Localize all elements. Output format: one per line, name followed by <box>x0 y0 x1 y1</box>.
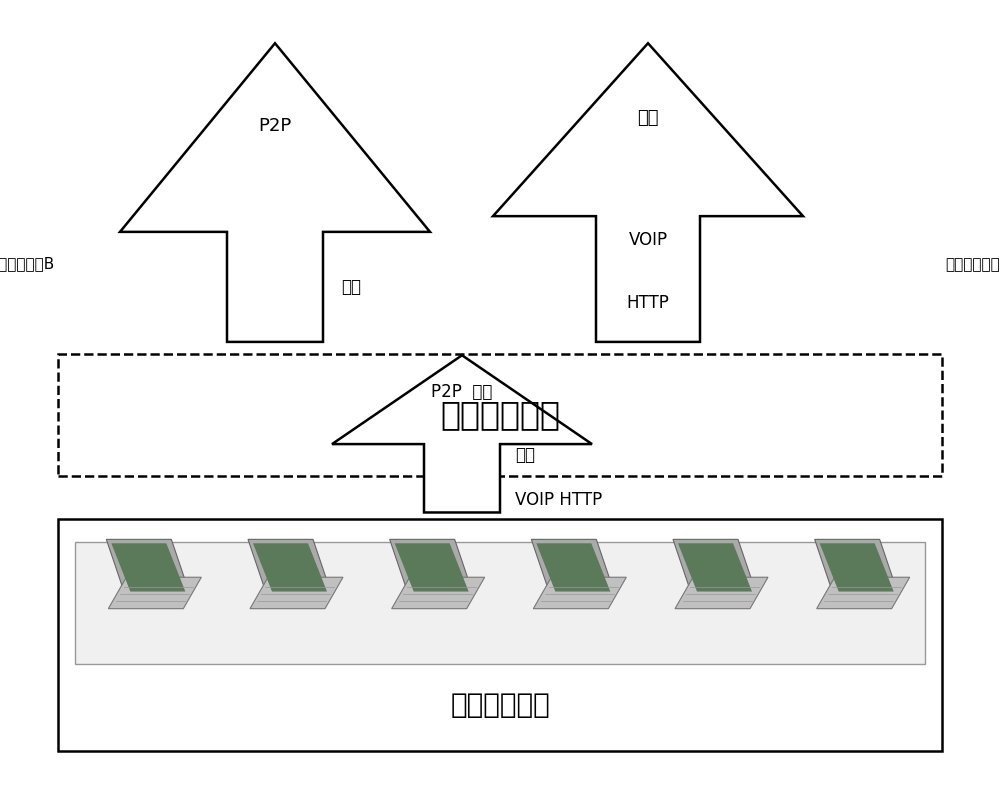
Text: 游戏: 游戏 <box>637 109 659 127</box>
Bar <box>75 542 925 664</box>
Polygon shape <box>392 577 485 608</box>
Text: 内部用户网络: 内部用户网络 <box>450 691 550 719</box>
Polygon shape <box>120 43 430 342</box>
Polygon shape <box>106 539 190 596</box>
Polygon shape <box>395 543 469 592</box>
Polygon shape <box>253 543 327 592</box>
Polygon shape <box>815 539 899 596</box>
Text: 流量调度装置: 流量调度装置 <box>440 399 560 431</box>
Polygon shape <box>108 577 201 608</box>
Bar <box>58 519 942 751</box>
Text: HTTP: HTTP <box>627 294 669 311</box>
Text: 视频: 视频 <box>515 446 535 464</box>
Polygon shape <box>390 539 474 596</box>
Polygon shape <box>673 539 757 596</box>
Polygon shape <box>493 43 803 342</box>
Polygon shape <box>531 539 615 596</box>
Text: P2P: P2P <box>258 117 292 134</box>
Text: P2P  游戏: P2P 游戏 <box>431 383 493 401</box>
Polygon shape <box>248 539 332 596</box>
Text: 视频: 视频 <box>341 278 361 296</box>
Polygon shape <box>111 543 185 592</box>
Polygon shape <box>820 543 894 592</box>
Text: 网络链路出口A: 网络链路出口A <box>945 255 1000 271</box>
Bar <box>58 354 942 476</box>
Polygon shape <box>533 577 626 608</box>
Polygon shape <box>536 543 610 592</box>
Polygon shape <box>817 577 910 608</box>
Polygon shape <box>332 355 592 512</box>
Text: VOIP HTTP: VOIP HTTP <box>515 491 602 509</box>
Text: 网络链路出口B: 网络链路出口B <box>0 255 55 271</box>
Polygon shape <box>250 577 343 608</box>
Polygon shape <box>675 577 768 608</box>
Polygon shape <box>678 543 752 592</box>
Text: VOIP: VOIP <box>628 231 668 248</box>
